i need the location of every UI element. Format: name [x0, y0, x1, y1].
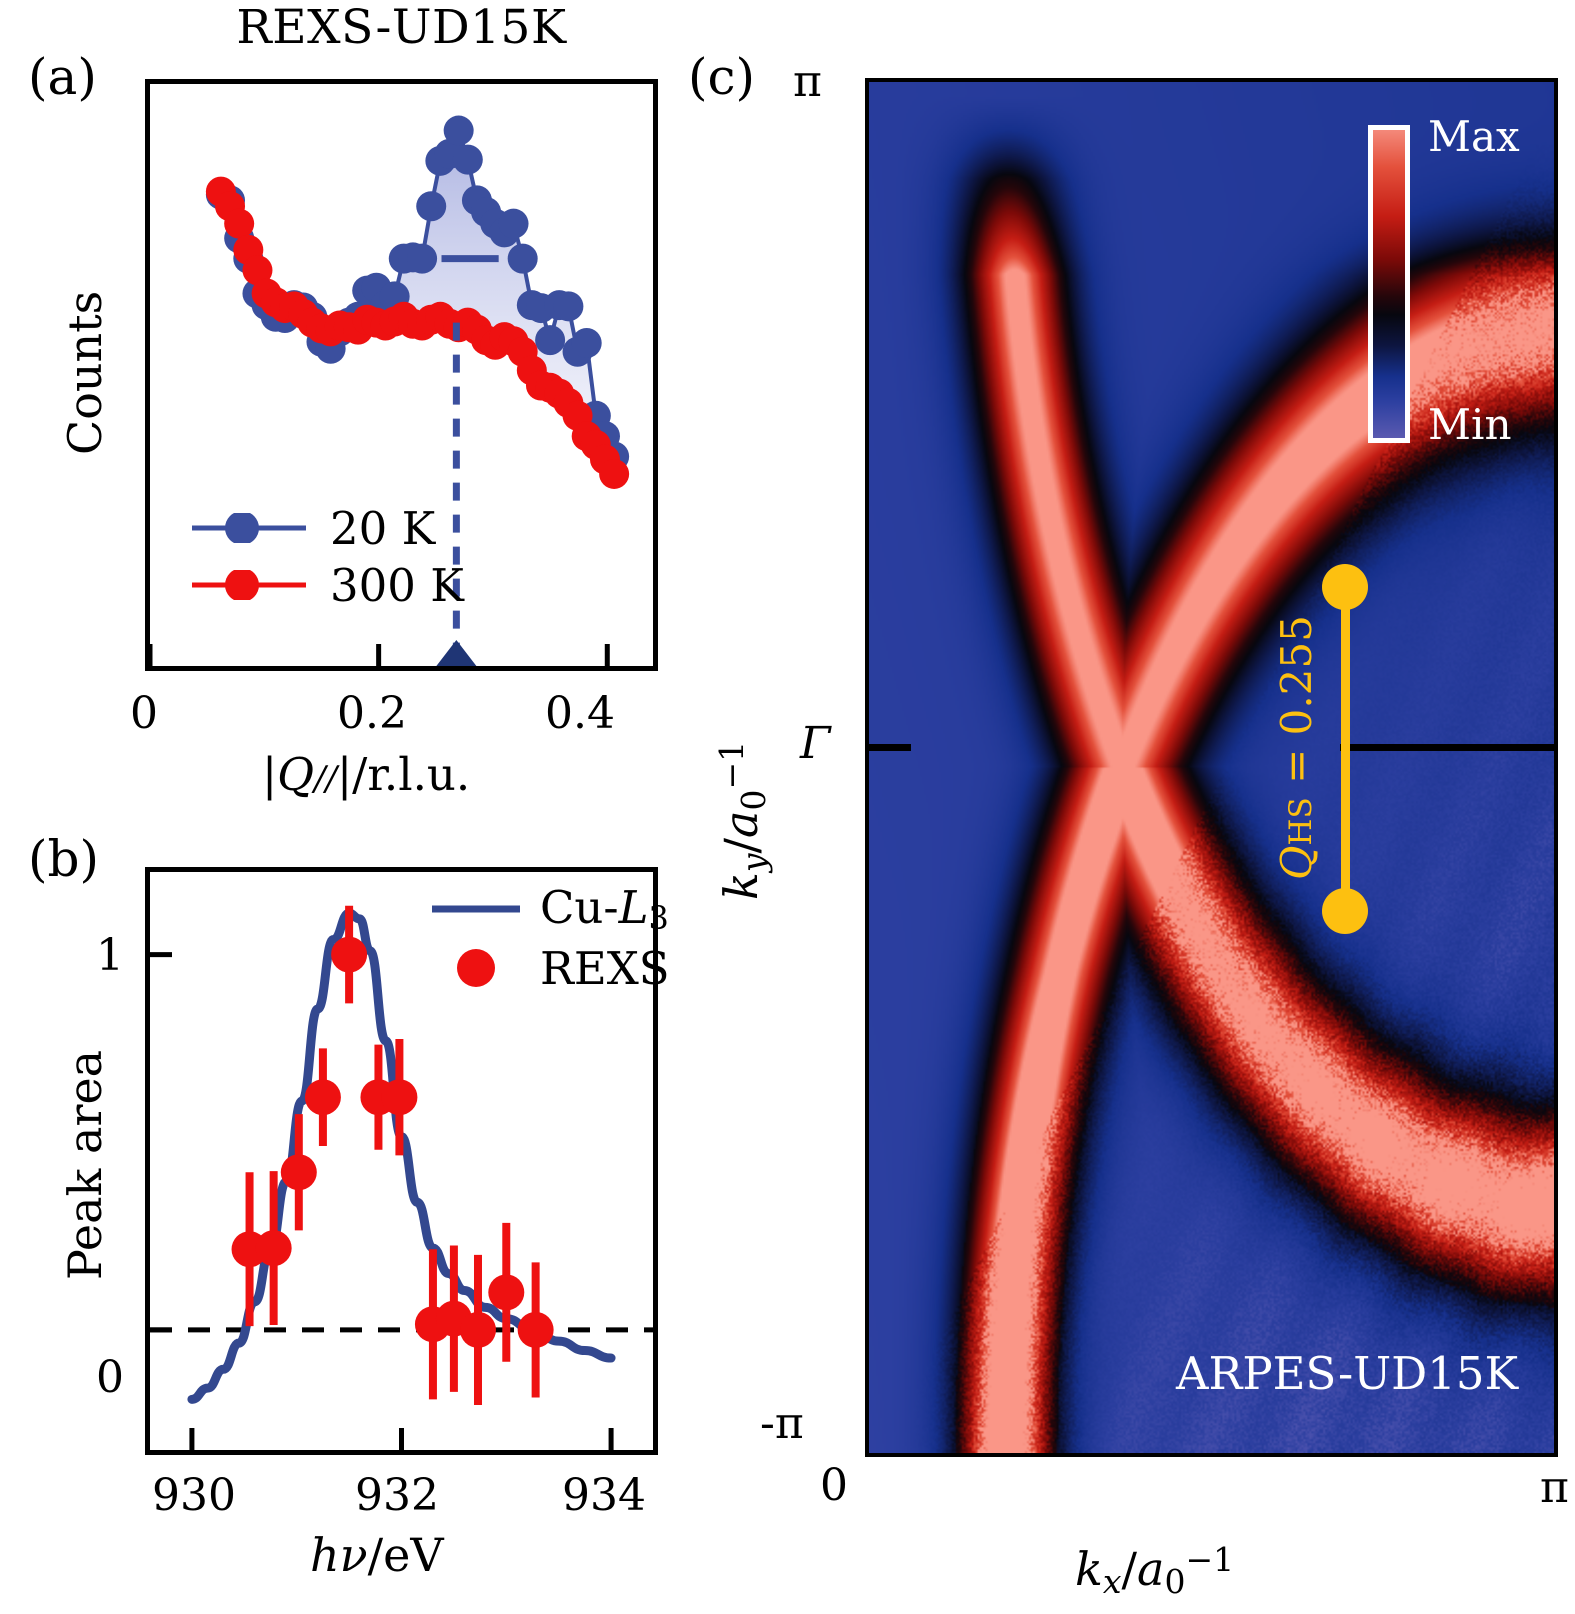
panel-c-arpes-map — [865, 78, 1558, 1457]
panel-b-xtick-930: 930 — [152, 1470, 236, 1521]
qhs-vector-line — [1341, 587, 1350, 912]
legend-label-rexs: REXS — [540, 941, 670, 995]
panel-a-xtick-02: 0.2 — [337, 688, 407, 739]
colorbar-max-label: Max — [1428, 112, 1520, 161]
panel-b-xtick-934: 934 — [562, 1470, 646, 1521]
panel-a-xtick-0: 0 — [130, 688, 158, 739]
legend-item-rexs[interactable]: REXS — [430, 938, 670, 998]
legend-item-20k[interactable]: 20 K — [190, 500, 464, 556]
panel-b-ytick-0: 0 — [96, 1352, 124, 1403]
panel-b-legend: Cu-L3 REXS — [430, 880, 670, 998]
panel-a-title: REXS-UD15K — [236, 0, 567, 55]
panel-c-ytick-gamma: Γ — [800, 718, 831, 769]
panel-c-xtick-0: 0 — [820, 1460, 848, 1511]
panel-b-tag: (b) — [28, 830, 100, 888]
panel-a-yaxis-label: Counts — [58, 290, 112, 455]
panel-b-chart — [150, 905, 653, 1405]
panel-a-xtick-04: 0.4 — [545, 688, 615, 739]
legend-label-cu-l3: Cu-L3 — [540, 881, 669, 937]
panel-a-xaxis-label: |Q//|/r.l.u. — [262, 748, 471, 801]
hot-spot-marker-lower — [1322, 888, 1368, 934]
arpes-heatmap-canvas — [869, 82, 1554, 1453]
legend-label-300k: 300 K — [330, 558, 464, 612]
gamma-tick-left — [869, 744, 911, 751]
gamma-line-right — [1340, 744, 1558, 751]
panel-c-yaxis-label: ky/a0−1 — [712, 740, 773, 900]
panel-b-ytick-1: 1 — [96, 930, 124, 981]
legend-swatch-300k — [192, 570, 306, 600]
panel-a-legend: 20 K 300 K — [190, 500, 464, 614]
panel-a-chart — [205, 115, 630, 666]
panel-b-xaxis-label: hν/eV — [310, 1528, 444, 1582]
panel-c-xaxis-label: kx/a0−1 — [1075, 1540, 1235, 1601]
panel-b-yaxis-label: Peak area — [58, 1049, 112, 1280]
legend-item-300k[interactable]: 300 K — [190, 556, 464, 614]
legend-item-cu-l3[interactable]: Cu-L3 — [430, 880, 670, 938]
panel-c-tag: (c) — [688, 48, 756, 106]
qhs-annotation-label: QHS = 0.255 — [1272, 615, 1321, 880]
panel-b-plot-frame — [145, 867, 658, 1455]
colorbar-gradient — [1368, 125, 1410, 443]
panel-b-xtick-932: 932 — [355, 1470, 439, 1521]
panel-c-ytick-pi: π — [793, 56, 822, 107]
hot-spot-marker-upper — [1322, 564, 1368, 610]
legend-swatch-rexs — [457, 949, 495, 987]
legend-swatch-20k — [192, 513, 306, 543]
panel-a-tag: (a) — [28, 48, 97, 106]
legend-label-20k: 20 K — [330, 501, 436, 555]
panel-c-xtick-pi: π — [1540, 1462, 1569, 1513]
colorbar-min-label: Min — [1428, 400, 1512, 449]
panel-a-plot-frame — [145, 79, 658, 671]
arpes-inset-label: ARPES-UD15K — [1176, 1347, 1519, 1400]
panel-c-ytick-minus-pi: -π — [760, 1398, 804, 1449]
legend-swatch-cu-l3 — [432, 905, 520, 913]
